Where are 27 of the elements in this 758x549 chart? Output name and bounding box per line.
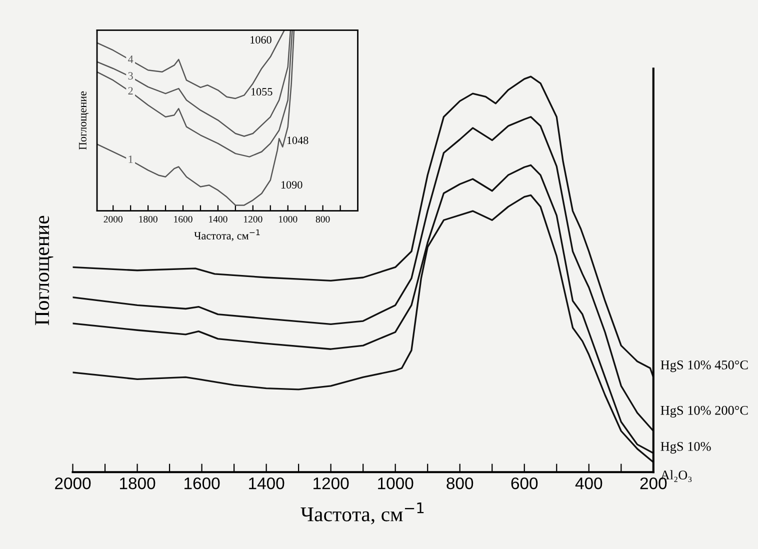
series-label: HgS 10% 200°C <box>660 406 748 418</box>
annotation: 1048 <box>287 136 308 144</box>
series-label: HgS 10% 450°C <box>660 360 748 372</box>
series-label: HgS 10% <box>660 442 711 454</box>
x-axis-title: Частота, см$^{−1}$ <box>300 502 424 524</box>
x-tick-label: 1000 <box>279 216 298 223</box>
x-tick-label: 1400 <box>249 477 284 490</box>
y-axis-title: Поглощение <box>79 91 89 150</box>
x-tick-label: 1400 <box>209 216 228 223</box>
x-tick-label: 1000 <box>378 477 414 490</box>
x-tick-label: 2000 <box>104 216 122 223</box>
x-tick-label: 800 <box>316 216 330 223</box>
x-tick-label: 600 <box>511 477 538 490</box>
x-tick-label: 800 <box>446 477 474 490</box>
x-axis-title: Частота, см$^{−1}$ <box>194 229 260 242</box>
y-axis-title: Поглощение <box>35 216 54 326</box>
x-tick-label: 400 <box>575 477 602 490</box>
x-tick-label: 1800 <box>120 477 156 490</box>
x-tick-label: 1600 <box>184 477 220 490</box>
annotation: 1060 <box>250 36 272 44</box>
x-tick-label: 1600 <box>174 216 192 223</box>
x-tick-label: 1200 <box>244 216 262 223</box>
annotation: 1090 <box>281 181 302 189</box>
annotation: 1055 <box>251 88 272 96</box>
x-tick-label: 2000 <box>55 477 91 490</box>
x-tick-label: 1200 <box>314 477 349 490</box>
x-tick-label: 1800 <box>139 216 158 223</box>
